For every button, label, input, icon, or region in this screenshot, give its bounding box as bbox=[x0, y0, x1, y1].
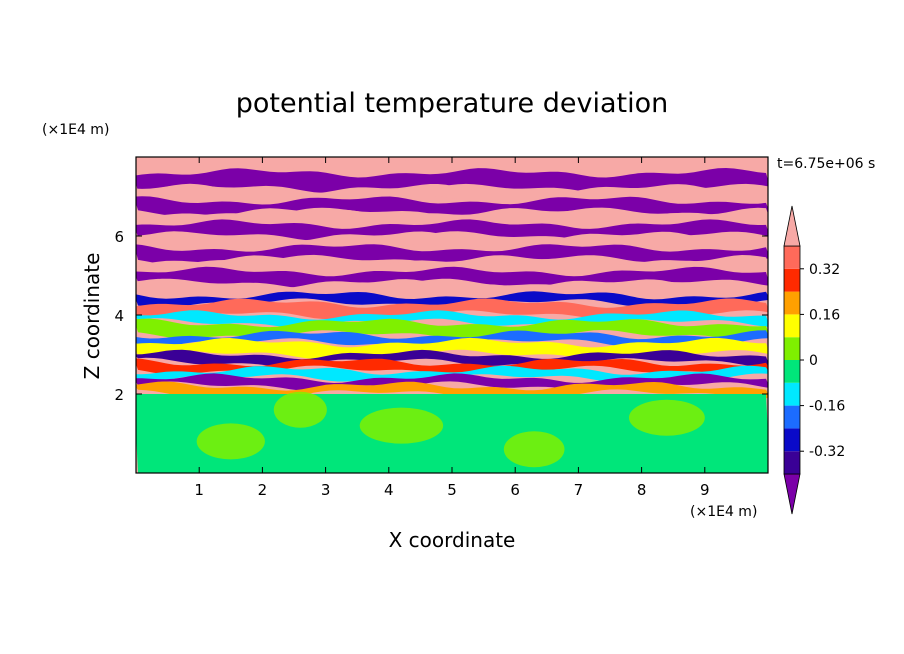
y-axis-label: Z coordinate bbox=[80, 253, 104, 380]
x-tick-label: 5 bbox=[447, 481, 457, 499]
field-band bbox=[136, 157, 768, 178]
colorbar-extend-low bbox=[783, 473, 801, 515]
colorbar-tick-label: -0.16 bbox=[809, 399, 845, 415]
colorbar-tick-label: 0 bbox=[809, 353, 818, 369]
colorbar-tick-label: -0.32 bbox=[809, 444, 845, 460]
field-band bbox=[136, 310, 768, 328]
x-tick-label: 7 bbox=[574, 481, 584, 499]
colorbar-swatch bbox=[784, 291, 800, 315]
colorbar-swatch bbox=[784, 360, 800, 383]
x-axis: 1 2 3 4 5 6 7 8 9 bbox=[194, 157, 710, 499]
x-tick-label: 1 bbox=[194, 481, 204, 499]
colorbar-swatch bbox=[784, 428, 800, 452]
y-tick-label: 4 bbox=[114, 307, 124, 325]
x-tick-label: 3 bbox=[321, 481, 331, 499]
y-tick-label: 6 bbox=[114, 228, 124, 246]
colorbar-swatch bbox=[784, 268, 800, 292]
colorbar-swatch bbox=[784, 405, 800, 429]
x-unit-label: (×1E4 m) bbox=[690, 504, 757, 520]
field-patch bbox=[359, 407, 444, 444]
field-band bbox=[136, 196, 768, 217]
field-band bbox=[136, 244, 768, 265]
y-tick-label: 2 bbox=[114, 386, 124, 404]
colorbar-swatch bbox=[784, 382, 800, 406]
x-tick-label: 2 bbox=[258, 481, 268, 499]
y-axis: 2 4 6 bbox=[114, 228, 768, 404]
x-tick-label: 6 bbox=[510, 481, 520, 499]
field-band bbox=[136, 318, 768, 340]
field-band bbox=[136, 358, 768, 375]
field-band bbox=[136, 207, 768, 229]
colorbar-extend-high bbox=[783, 205, 801, 247]
field-patch bbox=[503, 431, 565, 468]
colorbar-swatch bbox=[784, 246, 800, 269]
x-tick-label: 4 bbox=[384, 481, 394, 499]
colorbar-swatch bbox=[784, 337, 800, 360]
time-label: t=6.75e+06 s bbox=[777, 156, 875, 172]
colorbar-tick-label: 0.16 bbox=[809, 307, 840, 323]
field-band bbox=[136, 255, 768, 277]
chart-title: potential temperature deviation bbox=[236, 88, 668, 119]
field-patch bbox=[196, 423, 265, 460]
x-axis-label: X coordinate bbox=[389, 528, 516, 552]
field-band bbox=[136, 330, 768, 348]
x-tick-label: 8 bbox=[637, 481, 647, 499]
field-patch bbox=[273, 391, 327, 428]
colorbar-swatch bbox=[784, 314, 800, 338]
field-band bbox=[136, 183, 768, 205]
y-unit-label: (×1E4 m) bbox=[42, 122, 109, 138]
colorbar-swatch bbox=[784, 451, 800, 474]
field-band bbox=[136, 291, 768, 308]
field-patch bbox=[628, 399, 705, 436]
plot-area bbox=[136, 157, 768, 473]
colorbar: 0.32 0.16 0 -0.16 -0.32 bbox=[783, 205, 845, 515]
x-tick-label: 9 bbox=[700, 481, 710, 499]
field-band bbox=[136, 168, 768, 194]
colorbar-tick-label: 0.32 bbox=[809, 262, 840, 278]
